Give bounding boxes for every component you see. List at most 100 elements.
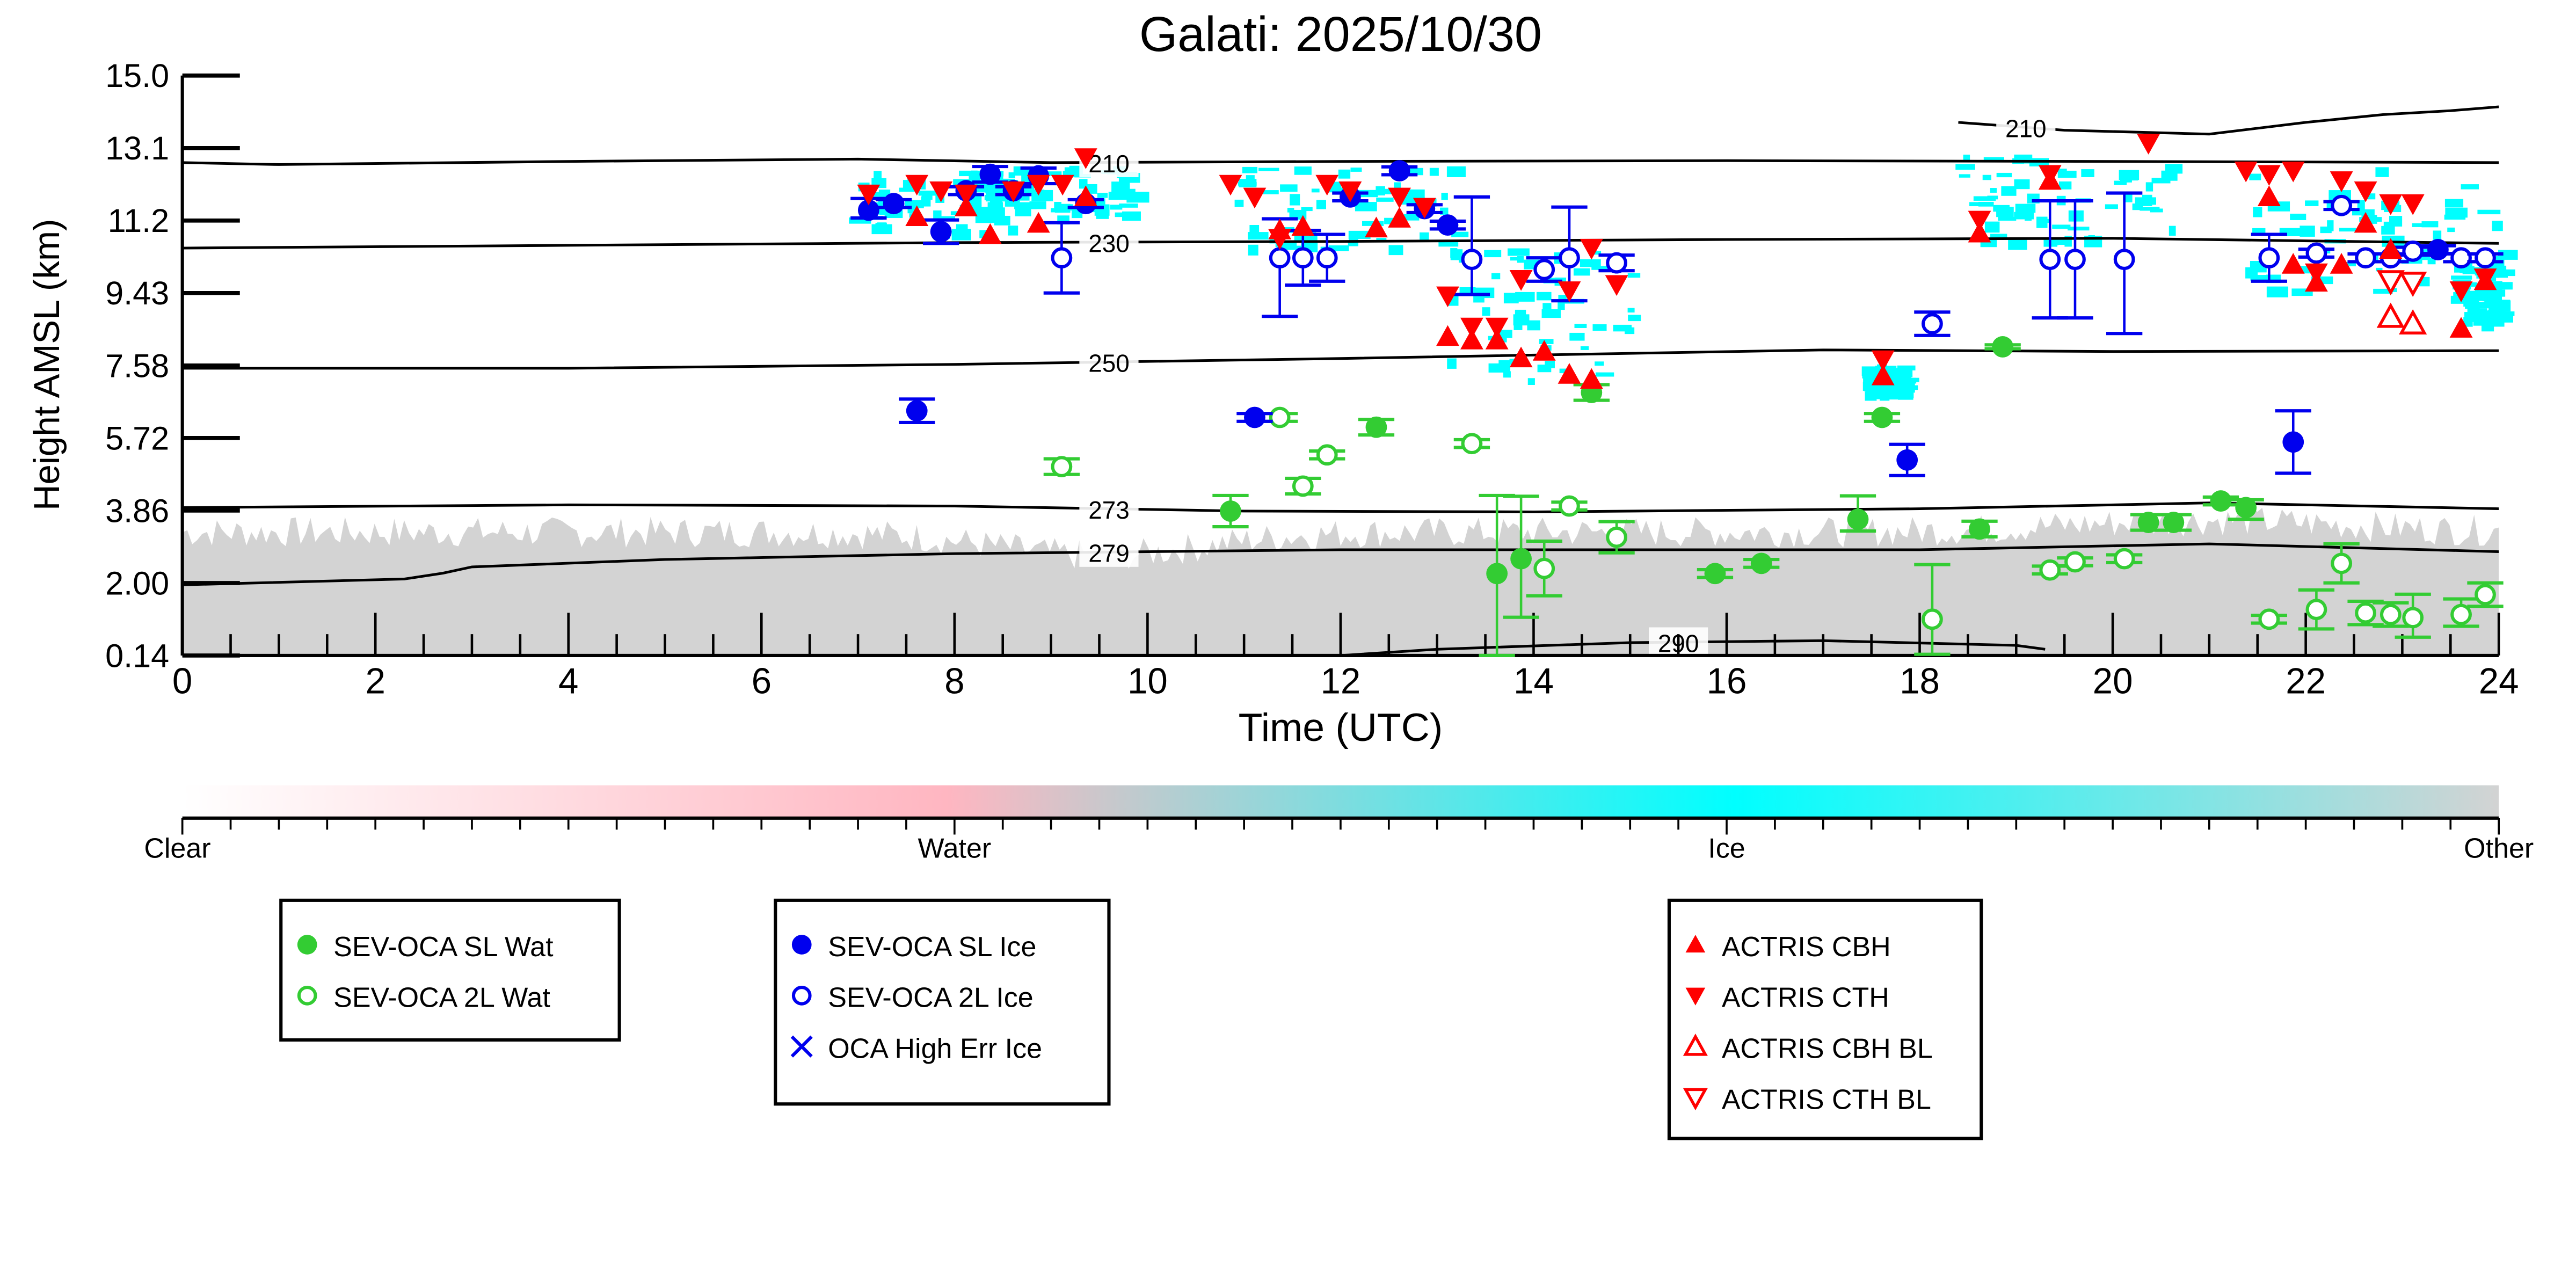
ice-patch [1405, 199, 1414, 205]
open-circle-marker [2258, 247, 2280, 269]
open-circle-marker [1606, 526, 1627, 548]
x-tick-label: 18 [1900, 661, 1940, 701]
contour-label: 250 [1088, 350, 1130, 377]
legend-frame [774, 898, 1111, 1106]
ice-patch [2480, 294, 2501, 299]
triangle-down-marker [2449, 281, 2473, 302]
ice-patch [1115, 188, 1136, 194]
ice-patch [1886, 369, 1908, 374]
axes: 15.013.111.29.437.585.723.862.000.140 2 4 6… [105, 57, 2519, 701]
ice-patch [1473, 295, 1485, 303]
triangle-down-marker [1074, 148, 1097, 169]
open-circle-marker [2450, 247, 2472, 269]
x-tick-label: 16 [1707, 661, 1747, 701]
series-sev-oca-2l-wat [1043, 406, 2504, 656]
ice-patch [2383, 221, 2392, 227]
ice-patch [2444, 199, 2464, 208]
error-bar [1453, 195, 1490, 296]
triangle-up-marker [1685, 935, 1706, 953]
ice-patch [1429, 168, 1439, 176]
ice-patch [1507, 248, 1530, 256]
ice-patch [2488, 272, 2499, 278]
ice-patch [1624, 327, 1635, 334]
ice-patch [2059, 181, 2072, 190]
open-circle-marker [2450, 603, 2472, 625]
ice-patch [921, 193, 933, 200]
ice-patch [2373, 288, 2393, 294]
ice-patch [1328, 245, 1349, 251]
ice-patch [1628, 315, 1641, 322]
x-tick-label: 2 [365, 661, 385, 701]
ice-patch [2488, 317, 2505, 327]
open-circle-marker [1461, 433, 1483, 455]
legend-item: SEV-OCA SL Ice [791, 932, 1036, 963]
legends: SEV-OCA SL Wat SEV-OCA 2L Wat SEV-OCA SL I… [279, 898, 1983, 1140]
ice-patch [2169, 225, 2176, 236]
ice-patch [1868, 389, 1880, 399]
ice-patch [1064, 167, 1073, 175]
ice-patch [1488, 363, 1511, 373]
legend-box-2: SEV-OCA SL Ice SEV-OCA 2L Ice OCA High Err… [774, 898, 1111, 1106]
ice-patch [1541, 309, 1561, 318]
triangle-down-marker [2399, 272, 2427, 297]
ice-patch [1450, 248, 1458, 258]
ice-patch [959, 170, 982, 177]
x-axis-label: Time (UTC) [1239, 705, 1443, 749]
triangle-down-marker [1558, 281, 1581, 302]
ice-patch [1280, 184, 1298, 192]
ice-patch [1334, 187, 1345, 194]
triangle-down-marker [1051, 174, 1074, 196]
ice-patch [1510, 257, 1518, 261]
ice-patch [1015, 208, 1031, 216]
ice-patch [1242, 166, 1257, 173]
colorbar-gradient [182, 785, 2499, 818]
filled-circle-marker [906, 400, 928, 422]
ice-patch [1983, 157, 2004, 162]
triangle-up-marker [1485, 329, 1509, 350]
ice-patch [2488, 275, 2497, 281]
contour-label-bg [1996, 112, 2056, 142]
x-tick-label: 8 [944, 661, 964, 701]
triangle-down-marker [2379, 194, 2403, 215]
ice-patch [1595, 361, 1604, 366]
ice-patch [2375, 167, 2389, 177]
ice-patch [1248, 244, 1258, 256]
open-circle-marker [1051, 247, 1073, 269]
triangle-down-marker [1605, 275, 1628, 296]
legend-item: ACTRIS CTH BL [1683, 1084, 1931, 1115]
triangle-down-marker [1315, 174, 1339, 196]
contour-label: 230 [1088, 229, 1130, 257]
open-circle-marker [1051, 456, 1073, 477]
ice-patch [1441, 193, 1448, 200]
ice-patch [1990, 188, 1997, 193]
filled-circle-marker [1750, 552, 1772, 574]
legend-label: SEV-OCA SL Wat [333, 932, 554, 963]
triangle-down-marker [2038, 165, 2062, 186]
ice-patch [2365, 193, 2376, 200]
ice-patch [2412, 223, 2435, 227]
ice-patch [1446, 166, 1466, 177]
ice-patch [2249, 173, 2261, 180]
ice-patch [1542, 303, 1552, 310]
ice-patch [1984, 221, 2000, 233]
ice-patch [1290, 194, 1300, 206]
ice-patch [1889, 387, 1896, 395]
ice-patch [1573, 268, 1590, 276]
open-circle-marker [2305, 242, 2327, 264]
legend-label: ACTRIS CTH [1722, 983, 1889, 1014]
open-circle-marker [1559, 495, 1580, 517]
contour-230 [182, 237, 2499, 250]
ice-patch [1515, 292, 1535, 302]
ice-patch [1097, 193, 1108, 198]
open-circle-marker [1316, 247, 1338, 269]
filled-circle-marker [1871, 406, 1893, 428]
ice-patch [2305, 200, 2319, 206]
open-circle-marker [2475, 584, 2496, 606]
filled-circle-marker [1969, 518, 1990, 540]
filled-circle-marker [2427, 239, 2449, 260]
y-axis-label: Height AMSL (km) [27, 219, 67, 511]
ice-patch [1982, 174, 1991, 180]
filled-circle-marker [883, 193, 905, 215]
legend-item: SEV-OCA 2L Ice [791, 983, 1034, 1014]
ice-patch [2445, 207, 2468, 218]
